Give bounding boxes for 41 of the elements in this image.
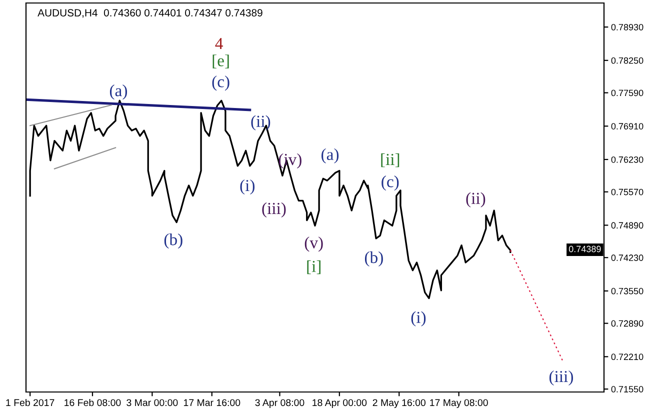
annotation: (c) <box>212 76 230 91</box>
y-tick-label: 0.74230 <box>611 254 644 261</box>
y-tick-label: 0.75570 <box>611 188 644 196</box>
annotation: 4 <box>215 38 223 50</box>
annotation: [ii] <box>381 153 400 168</box>
x-tick-label: 3 Mar 00:00 <box>126 399 178 406</box>
y-tick-label: 0.73550 <box>611 288 644 294</box>
y-tick-label: 0.78250 <box>611 57 644 64</box>
annotation: (b) <box>364 251 383 267</box>
annotation: [i] <box>307 260 320 274</box>
x-tick-label: 16 Feb 08:00 <box>64 398 121 406</box>
x-tick-label: 3 Apr 08:00 <box>255 399 304 408</box>
y-tick-label: 0.72210 <box>611 354 644 360</box>
y-tick-label: 0.76230 <box>611 156 644 163</box>
y-tick-label: 0.74890 <box>611 222 644 229</box>
annotation: (a) <box>110 84 127 100</box>
y-tick-label: 0.77590 <box>611 90 644 96</box>
annotation: (b) <box>164 234 182 249</box>
annotation: (iii) <box>549 370 573 386</box>
annotation: (iv) <box>278 153 302 168</box>
annotation: (c) <box>382 176 399 191</box>
y-tick-label: 0.78930 <box>611 24 644 30</box>
annotation: 0.74389 <box>568 246 601 252</box>
annotation: (iii) <box>262 202 286 218</box>
x-tick-label: 2 May 16:00 <box>372 399 426 408</box>
line-series <box>29 100 512 300</box>
annotation: (v) <box>304 236 323 252</box>
annotation: (ii) <box>466 192 486 208</box>
x-tick-label: 18 Apr 00:00 <box>312 399 367 408</box>
x-tick-label: 17 May 08:00 <box>430 399 488 408</box>
y-tick-label: 0.76910 <box>611 123 644 130</box>
chart-title: AUDUSD,H4 0.74360 0.74401 0.74347 0.74389 <box>38 9 262 18</box>
annotation: (a) <box>322 148 339 164</box>
x-tick-label: 1 Feb 2017 <box>6 398 54 406</box>
annotation: (i) <box>240 179 255 195</box>
annotation: (i) <box>411 311 426 326</box>
y-tick-label: 0.72890 <box>611 320 644 327</box>
y-tick-label: 0.71550 <box>611 386 644 392</box>
annotation: (ii) <box>251 115 270 130</box>
x-tick-label: 17 Mar 16:00 <box>184 399 240 406</box>
annotation: [e] <box>212 54 229 68</box>
